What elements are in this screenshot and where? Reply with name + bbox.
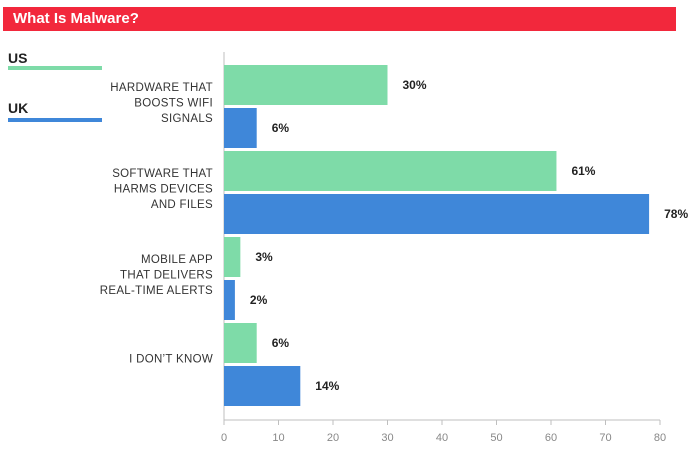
data-label-uk: 2% bbox=[250, 293, 268, 307]
legend-label-uk: UK bbox=[8, 100, 29, 116]
bar-uk bbox=[224, 280, 235, 320]
category-label: SOFTWARE THAT HARMS DEVICES AND FILES bbox=[112, 168, 213, 211]
x-tick-label: 0 bbox=[221, 432, 227, 444]
bar-us bbox=[224, 323, 257, 363]
bar-uk bbox=[224, 194, 650, 234]
legend-label-us: US bbox=[8, 50, 28, 66]
data-label-uk: 14% bbox=[315, 379, 339, 393]
bar-us bbox=[224, 237, 241, 277]
category-label: I DON’T KNOW bbox=[129, 354, 213, 366]
data-label-us: 6% bbox=[272, 336, 290, 350]
bar-us bbox=[224, 151, 557, 191]
legend-swatch-us bbox=[8, 66, 102, 70]
category-label: HARDWARE THAT BOOSTS WIFI SIGNALS bbox=[110, 82, 213, 125]
title-bar: What Is Malware? bbox=[3, 7, 676, 31]
data-label-uk: 78% bbox=[664, 207, 688, 221]
data-label-us: 3% bbox=[255, 250, 273, 264]
x-tick-label: 20 bbox=[327, 432, 339, 444]
chart-title: What Is Malware? bbox=[13, 10, 139, 27]
data-label-us: 30% bbox=[403, 78, 427, 92]
legend-swatch-uk bbox=[8, 118, 102, 122]
x-tick-label: 50 bbox=[490, 432, 502, 444]
bar-uk bbox=[224, 108, 257, 148]
bar-us bbox=[224, 65, 388, 105]
x-tick-label: 60 bbox=[545, 432, 557, 444]
bar-uk bbox=[224, 366, 301, 406]
data-label-uk: 6% bbox=[272, 121, 290, 135]
category-label: MOBILE APP THAT DELIVERS REAL-TIME ALERTS bbox=[100, 254, 213, 297]
x-tick-label: 30 bbox=[381, 432, 393, 444]
data-label-us: 61% bbox=[571, 164, 595, 178]
x-tick-label: 80 bbox=[654, 432, 666, 444]
x-tick-label: 10 bbox=[272, 432, 284, 444]
x-tick-label: 70 bbox=[599, 432, 611, 444]
x-tick-label: 40 bbox=[436, 432, 448, 444]
